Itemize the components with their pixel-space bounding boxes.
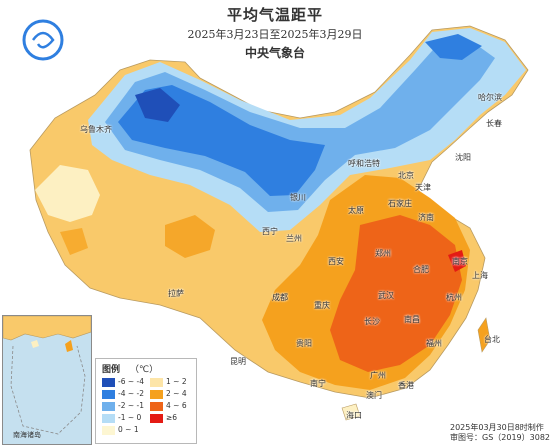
city-label: 呼和浩特 <box>348 159 380 168</box>
city-label: 西安 <box>328 257 344 266</box>
map-approval-number: 审图号：GS（2019）3082号 <box>450 433 550 442</box>
legend-item: -4 ~ -2 <box>102 389 150 400</box>
city-label: 武汉 <box>378 291 394 300</box>
city-label: 沈阳 <box>455 153 471 162</box>
city-label: 南宁 <box>310 379 326 388</box>
anomaly-zone-2-4-west <box>60 228 88 255</box>
legend-unit: （℃） <box>130 365 159 375</box>
anomaly-zone-4-6 <box>330 215 462 372</box>
city-label: 乌鲁木齐 <box>80 125 112 134</box>
city-label: 贵阳 <box>296 339 312 348</box>
city-label: 兰州 <box>286 234 302 243</box>
legend-swatch <box>102 378 115 387</box>
city-label: 香港 <box>398 381 414 390</box>
cma-emblem-swirl <box>31 31 55 49</box>
legend-label: 1 ~ 2 <box>166 377 187 386</box>
legend-swatch <box>150 390 163 399</box>
production-time: 2025年03月30日8时制作 <box>450 423 544 432</box>
city-label: 成都 <box>272 293 288 302</box>
city-label: 太原 <box>348 206 364 215</box>
taiwan-island <box>477 317 491 353</box>
legend-label: 2 ~ 4 <box>166 389 187 398</box>
legend-label: -4 ~ -2 <box>118 389 145 398</box>
legend-label: ≥6 <box>166 413 178 422</box>
city-label: 海口 <box>346 411 362 420</box>
city-label: 上海 <box>472 271 488 280</box>
city-label: 广州 <box>370 371 386 380</box>
anomaly-zone-ge6 <box>448 250 466 272</box>
city-label: 南京 <box>452 257 468 266</box>
city-label: 西宁 <box>262 227 278 236</box>
legend-label: 0 ~ 1 <box>118 425 139 434</box>
anomaly-zone-minus6-minus4 <box>135 88 180 122</box>
legend-label: -1 ~ 0 <box>118 413 142 422</box>
inset-boundary <box>10 345 86 435</box>
legend-swatch <box>150 414 163 423</box>
organization-name: 中央气象台 <box>244 46 305 60</box>
legend-item: -2 ~ -1 <box>102 401 150 412</box>
inset-island <box>31 340 39 348</box>
legend-box: 图例 （℃） -6 ~ -4 1 ~ 2 -4 ~ -2 2 ~ 4 -2 ~ -1 4 … <box>95 358 197 444</box>
anomaly-zone-minus2-minus1 <box>105 40 495 212</box>
legend-label: -2 ~ -1 <box>118 401 145 410</box>
cma-emblem-icon <box>22 19 64 61</box>
hainan-island <box>341 403 361 421</box>
legend-item: 2 ~ 4 <box>150 389 198 400</box>
legend-swatch <box>150 378 163 387</box>
legend-title: 图例 <box>102 365 121 375</box>
map-title: 平均气温距平 <box>226 6 323 24</box>
city-label: 南昌 <box>404 315 420 324</box>
city-label: 银川 <box>290 193 306 202</box>
city-label: 长春 <box>486 119 502 128</box>
legend-label: -6 ~ -4 <box>118 377 145 386</box>
date-range: 2025年3月23日至2025年3月29日 <box>187 28 363 41</box>
anomaly-zone-2-4-tibet <box>165 215 215 258</box>
legend-item: -1 ~ 0 <box>102 413 150 424</box>
city-label: 福州 <box>426 339 442 348</box>
city-label: 拉萨 <box>168 289 184 298</box>
city-label: 重庆 <box>314 301 330 310</box>
city-label: 合肥 <box>413 265 429 274</box>
legend-item: 4 ~ 6 <box>150 401 198 412</box>
legend-swatch <box>102 426 115 435</box>
legend-swatch <box>102 414 115 423</box>
legend-swatch <box>150 402 163 411</box>
city-label: 郑州 <box>375 249 391 258</box>
city-label: 石家庄 <box>388 199 412 208</box>
legend-item: ≥6 <box>150 413 198 424</box>
inset-island <box>65 340 73 352</box>
inset-label: 南海诸岛 <box>13 431 41 439</box>
city-label: 长沙 <box>364 317 380 326</box>
city-label: 杭州 <box>446 293 462 302</box>
inset-coast <box>3 316 91 341</box>
legend-label: 4 ~ 6 <box>166 401 187 410</box>
city-label: 哈尔滨 <box>478 93 502 102</box>
anomaly-zone-minus4-minus2-ne <box>425 34 482 60</box>
south-china-sea-inset: 南海诸岛 <box>2 315 92 445</box>
legend-item: 0 ~ 1 <box>102 425 150 436</box>
city-label: 天津 <box>415 183 431 192</box>
city-label: 北京 <box>398 171 414 180</box>
legend-item: -6 ~ -4 <box>102 377 150 388</box>
legend-swatch <box>102 402 115 411</box>
inset-map <box>3 316 91 435</box>
anomaly-zone-0-1-west <box>35 165 100 222</box>
city-label: 澳门 <box>366 391 382 400</box>
city-label: 昆明 <box>230 357 246 366</box>
city-label: 台北 <box>484 335 500 344</box>
legend-swatch <box>102 390 115 399</box>
city-label: 济南 <box>418 213 434 222</box>
legend-item: 1 ~ 2 <box>150 377 198 388</box>
